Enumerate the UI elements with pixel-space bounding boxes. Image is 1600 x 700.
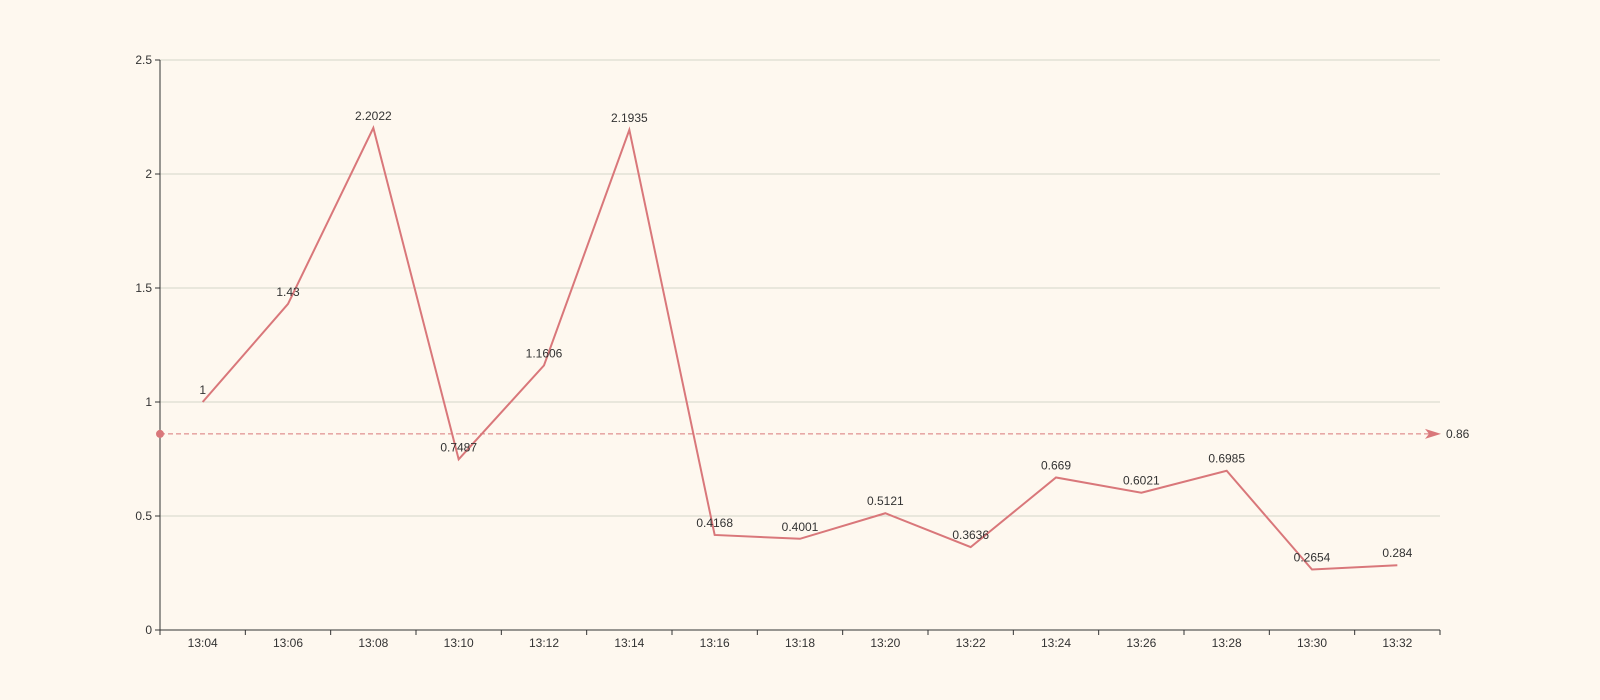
y-tick-label: 0 — [145, 623, 152, 637]
series-line — [201, 125, 1398, 571]
x-tick-label: 13:14 — [614, 636, 644, 650]
average-mark-line: 0.86 — [156, 427, 1470, 441]
y-tick-label: 1.5 — [135, 281, 152, 295]
data-label: 0.669 — [1041, 458, 1071, 472]
data-label: 0.6021 — [1123, 474, 1160, 488]
data-label: 0.2654 — [1294, 550, 1331, 564]
grid-lines — [160, 59, 1440, 517]
x-tick-label: 13:24 — [1041, 636, 1071, 650]
x-tick-label: 13:30 — [1297, 636, 1327, 650]
x-tick-label: 13:20 — [870, 636, 900, 650]
x-tick-label: 13:12 — [529, 636, 559, 650]
x-tick-label: 13:32 — [1382, 636, 1412, 650]
y-tick-label: 2 — [145, 167, 152, 181]
y-tick-label: 2.5 — [135, 53, 152, 67]
axes: 0 0.5 1 1.5 2 2.5 13:04 13:06 13:08 13:10 13:12 13:… — [135, 53, 1441, 650]
data-label: 0.4001 — [782, 520, 819, 534]
data-label: 2.1935 — [611, 111, 648, 125]
x-tick-label: 13:18 — [785, 636, 815, 650]
series-line-group — [201, 125, 1398, 571]
data-label: 1.1606 — [526, 346, 563, 360]
data-label: 0.3636 — [952, 528, 989, 542]
x-tick-label: 13:26 — [1126, 636, 1156, 650]
data-labels: 1 1.43 2.2022 0.7487 1.1606 2.1935 0.4168 0.400… — [199, 109, 1412, 565]
data-label: 0.284 — [1382, 546, 1412, 560]
data-label: 0.7487 — [440, 440, 477, 454]
mark-line-start-dot — [156, 429, 164, 438]
x-tick-label: 13:10 — [444, 636, 474, 650]
data-label: 0.4168 — [696, 516, 733, 530]
x-tick-label: 13:04 — [188, 636, 218, 650]
data-label: 1.43 — [276, 285, 300, 299]
x-tick-label: 13:06 — [273, 636, 303, 650]
data-label: 0.5121 — [867, 494, 904, 508]
data-label: 2.2022 — [355, 109, 392, 123]
data-label: 0.6985 — [1208, 452, 1245, 466]
x-tick-label: 13:22 — [956, 636, 986, 650]
data-label: 1 — [199, 383, 206, 397]
x-tick-label: 13:16 — [700, 636, 730, 650]
y-tick-label: 1 — [145, 395, 152, 409]
x-tick-label: 13:08 — [358, 636, 388, 650]
x-tick-label: 13:28 — [1212, 636, 1242, 650]
y-tick-label: 0.5 — [135, 509, 152, 523]
mark-line-label: 0.86 — [1446, 427, 1470, 441]
mark-line-arrow-icon — [1425, 428, 1441, 439]
